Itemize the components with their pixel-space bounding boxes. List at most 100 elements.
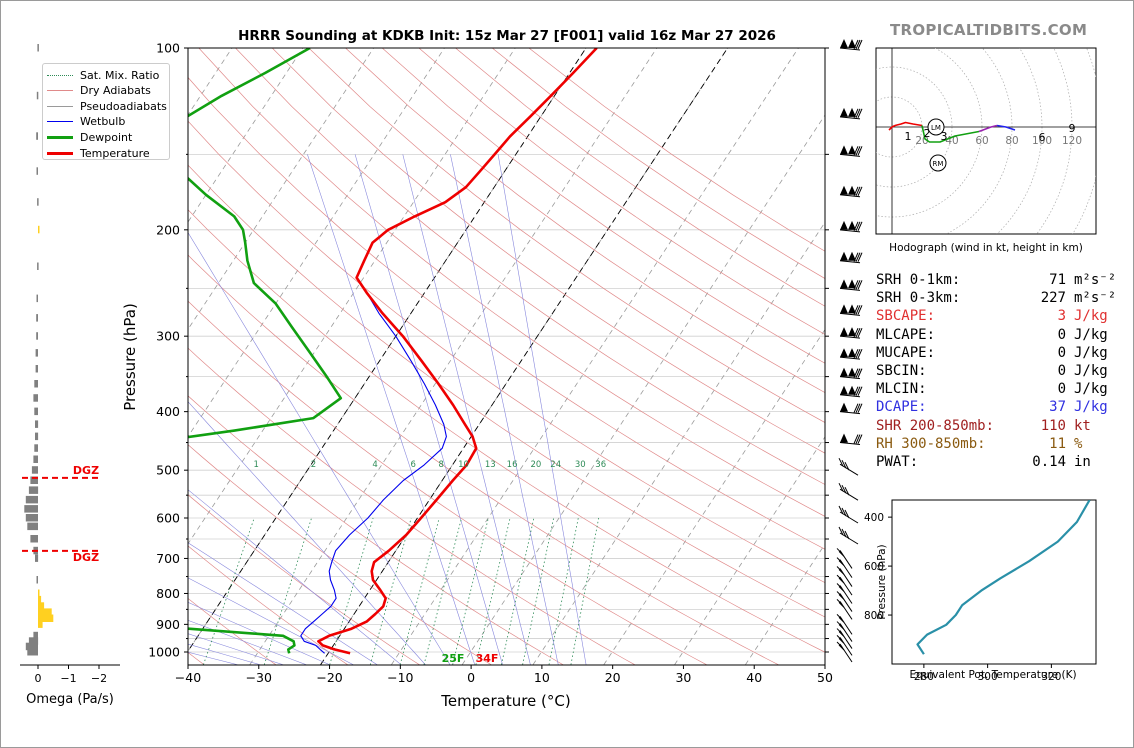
dry-adiabat [198, 48, 825, 517]
dry-adiabat [188, 120, 825, 584]
stat-label: SRH 0-1km: [876, 272, 961, 288]
pseudoadiabat [402, 154, 531, 665]
barb-feather [857, 403, 863, 413]
barb-feather [838, 577, 845, 584]
barb-feather [844, 486, 850, 496]
omega-bar [36, 91, 39, 100]
barb-shaft [839, 559, 853, 578]
y-tick-label: 700 [156, 551, 180, 566]
wind-barb [839, 107, 863, 120]
theta-x-tick-label: 280 [914, 671, 934, 683]
hodograph-height-label: 9 [1069, 122, 1076, 135]
x-tick-label: 0 [467, 670, 475, 685]
wind-barb [836, 591, 853, 612]
x-tick-label: −20 [316, 670, 342, 685]
barb-feather [853, 348, 859, 359]
barb-feather [857, 327, 863, 338]
omega-bar [30, 535, 38, 543]
skewt-ticks: 1 2 4 6 8 10 13 16 20 24 30 36−40 −30 −20 −10 0 10 20 30 40… [148, 41, 833, 686]
legend-label: Dry Adiabats [80, 84, 151, 98]
barb-feather [853, 327, 859, 338]
omega-bar [25, 514, 38, 522]
x-tick-label: −10 [387, 670, 413, 685]
omega-bar [35, 349, 38, 357]
omega-bar [35, 432, 39, 441]
y-tick-label: 800 [156, 586, 180, 601]
barb-feather [853, 108, 859, 119]
mixing-ratio-label: 8 [438, 460, 443, 470]
barb-feather [855, 39, 861, 50]
barb-feather [853, 280, 859, 290]
temperature-line [317, 48, 598, 655]
barb-shaft [839, 623, 853, 642]
surface-temp-label: 34F [476, 652, 499, 665]
pseudoadiabat [188, 619, 307, 665]
omega-bar [25, 642, 38, 651]
barb-pennant [840, 279, 848, 289]
wind-barb [836, 614, 853, 635]
mixing-ratio-line [423, 517, 462, 665]
stat-row: SBCIN: 0 J/kg [876, 362, 1126, 380]
wind-barb [836, 621, 853, 642]
stat-unit: m²s⁻² [1074, 290, 1117, 307]
barb-shaft [839, 576, 853, 596]
skewt-axes-frame [187, 47, 826, 666]
mixing-ratio-label: 30 [575, 460, 586, 470]
hodograph-ring-label: 80 [1005, 135, 1018, 147]
mixing-ratio-line [369, 517, 412, 665]
mixing-ratio-line [500, 517, 535, 665]
pseudoadiabat [188, 232, 451, 665]
mixing-ratio-line [329, 517, 374, 665]
barb-feather [855, 305, 861, 315]
stat-row: RH 300-850mb: 11% [876, 435, 1126, 453]
barb-feather [836, 614, 843, 620]
stat-value: 0.14 [1032, 454, 1066, 471]
barb-feather [844, 509, 850, 519]
mixing-ratio-label: 16 [507, 460, 518, 470]
x-tick-label: −40 [175, 670, 201, 685]
mixing-ratio-line [548, 517, 579, 665]
barb-feather [855, 327, 861, 338]
wind-barbs [836, 39, 863, 663]
dry-adiabat [188, 164, 825, 618]
x-tick-label: 40 [746, 670, 762, 685]
y-tick-label: 100 [156, 41, 180, 56]
isotherm-line [391, 48, 799, 665]
stat-label: SHR 200-850mb: [876, 417, 995, 434]
barb-feather [836, 628, 843, 634]
dry-adiabat [235, 48, 825, 485]
stat-row: SRH 0-3km: 227 m²s⁻² [876, 289, 1126, 307]
skewt-y-label: Pressure (hPa) [121, 303, 139, 411]
barb-shaft [839, 229, 861, 233]
wind-barb [839, 304, 863, 316]
pseudoadiabat [497, 154, 587, 665]
barb-feather [857, 186, 863, 196]
omega-bar [31, 466, 38, 474]
barb-feather [836, 591, 843, 597]
stat-value: 3 [1057, 308, 1066, 325]
chart-title: HRRR Sounding at KDKB Init: 15z Mar 27 [… [238, 28, 776, 44]
barb-feather [857, 39, 863, 50]
barb-feather [836, 599, 843, 605]
barb-pennant [848, 367, 856, 377]
omega-panel: 0 −1 −2 [22, 44, 107, 685]
barb-shaft [839, 116, 861, 120]
barb-feather [838, 594, 845, 600]
right-mover-marker [929, 154, 947, 172]
omega-bar [34, 444, 38, 452]
barb-feather [855, 280, 861, 290]
isotherm-line [532, 221, 825, 665]
barb-feather [855, 186, 861, 196]
y-tick-label: 300 [156, 329, 180, 344]
wind-barb [839, 220, 863, 233]
barb-shaft [839, 601, 853, 620]
barb-pennant [848, 185, 856, 195]
wind-barb [838, 482, 859, 501]
wind-barb [839, 433, 863, 446]
theta-e-ticks: 280 300 320 400 600 800 [864, 512, 1061, 683]
y-tick-label: 200 [156, 222, 180, 237]
barb-shaft [839, 47, 861, 51]
barb-feather [836, 574, 843, 581]
theta-e-line [916, 500, 1091, 655]
